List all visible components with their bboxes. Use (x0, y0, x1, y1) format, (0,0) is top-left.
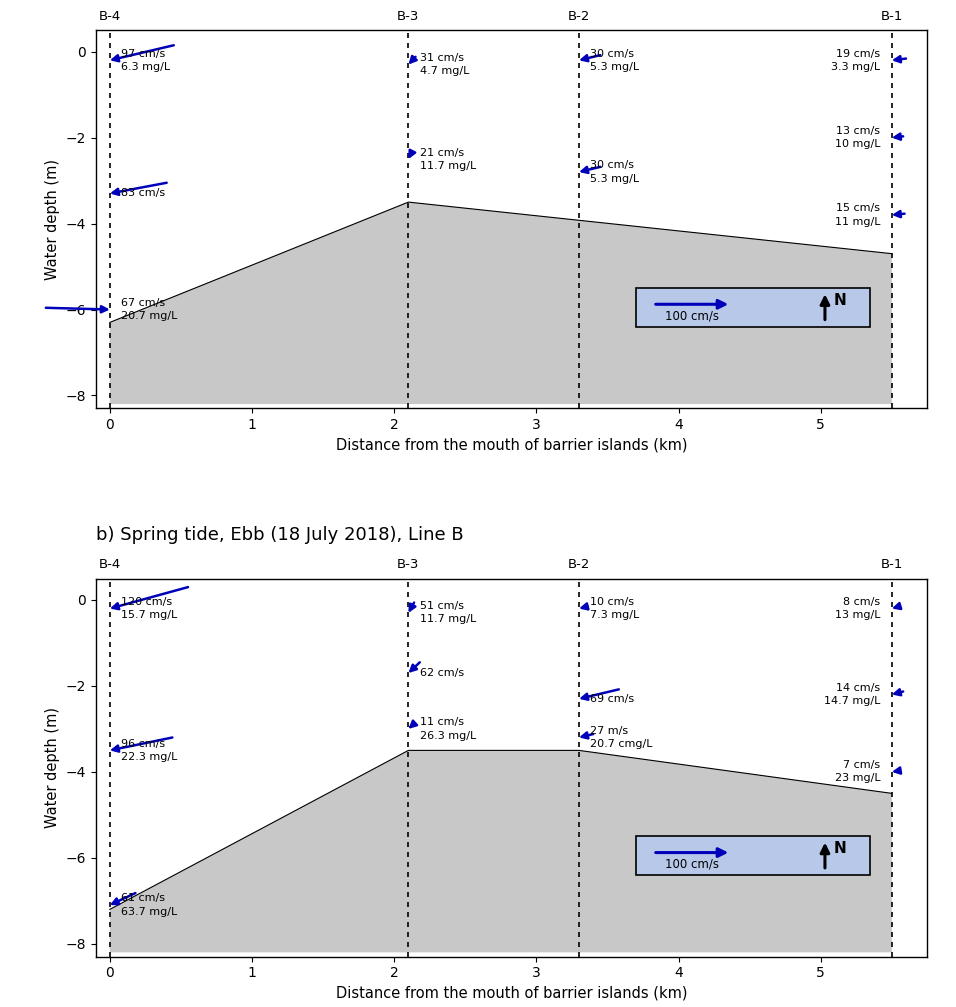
Text: 13 cm/s
10 mg/L: 13 cm/s 10 mg/L (835, 126, 880, 149)
Text: B-1: B-1 (880, 10, 903, 22)
Text: 30 cm/s
5.3 mg/L: 30 cm/s 5.3 mg/L (591, 48, 640, 71)
Text: 83 cm/s: 83 cm/s (121, 188, 165, 198)
Text: 61 cm/s
63.7 mg/L: 61 cm/s 63.7 mg/L (121, 893, 178, 916)
Text: 11 cm/s
26.3 mg/L: 11 cm/s 26.3 mg/L (420, 717, 476, 740)
Text: 21 cm/s
11.7 mg/L: 21 cm/s 11.7 mg/L (420, 147, 476, 171)
Text: 100 cm/s: 100 cm/s (665, 858, 719, 871)
X-axis label: Distance from the mouth of barrier islands (km): Distance from the mouth of barrier islan… (336, 438, 687, 452)
Text: 15 cm/s
11 mg/L: 15 cm/s 11 mg/L (835, 203, 880, 227)
Text: 97 cm/s
6.3 mg/L: 97 cm/s 6.3 mg/L (121, 48, 170, 71)
Text: 67 cm/s
20.7 mg/L: 67 cm/s 20.7 mg/L (121, 298, 178, 321)
Polygon shape (110, 202, 892, 404)
Text: B-4: B-4 (98, 558, 121, 571)
X-axis label: Distance from the mouth of barrier islands (km): Distance from the mouth of barrier islan… (336, 986, 687, 1001)
Text: 69 cm/s: 69 cm/s (591, 694, 635, 704)
Text: b) Spring tide, Ebb (18 July 2018), Line B: b) Spring tide, Ebb (18 July 2018), Line… (96, 526, 464, 544)
Text: 30 cm/s
5.3 mg/L: 30 cm/s 5.3 mg/L (591, 160, 640, 183)
Text: 100 cm/s: 100 cm/s (665, 309, 719, 322)
Text: 7 cm/s
23 mg/L: 7 cm/s 23 mg/L (835, 760, 880, 783)
Text: B-1: B-1 (880, 558, 903, 571)
Text: B-4: B-4 (98, 10, 121, 22)
Text: 120 cm/s
15.7 mg/L: 120 cm/s 15.7 mg/L (121, 597, 178, 620)
Text: 10 cm/s
7.3 mg/L: 10 cm/s 7.3 mg/L (591, 597, 640, 620)
FancyBboxPatch shape (636, 288, 871, 326)
Text: 31 cm/s
4.7 mg/L: 31 cm/s 4.7 mg/L (420, 53, 469, 77)
Text: 14 cm/s
14.7 mg/L: 14 cm/s 14.7 mg/L (824, 683, 880, 706)
Text: N: N (834, 841, 846, 856)
Text: 51 cm/s
11.7 mg/L: 51 cm/s 11.7 mg/L (420, 601, 476, 624)
Text: B-3: B-3 (397, 10, 420, 22)
Y-axis label: Water depth (m): Water depth (m) (45, 707, 60, 828)
FancyBboxPatch shape (636, 837, 871, 875)
Text: B-2: B-2 (568, 558, 590, 571)
Text: 62 cm/s: 62 cm/s (420, 668, 464, 678)
Text: 8 cm/s
13 mg/L: 8 cm/s 13 mg/L (835, 597, 880, 620)
Text: 27 m/s
20.7 cmg/L: 27 m/s 20.7 cmg/L (591, 726, 653, 749)
Text: B-3: B-3 (397, 558, 420, 571)
Y-axis label: Water depth (m): Water depth (m) (45, 159, 60, 280)
Text: 19 cm/s
3.3 mg/L: 19 cm/s 3.3 mg/L (832, 48, 880, 71)
Text: N: N (834, 293, 846, 308)
Polygon shape (110, 750, 892, 953)
Text: B-2: B-2 (568, 10, 590, 22)
Text: 96 cm/s
22.3 mg/L: 96 cm/s 22.3 mg/L (121, 739, 178, 762)
